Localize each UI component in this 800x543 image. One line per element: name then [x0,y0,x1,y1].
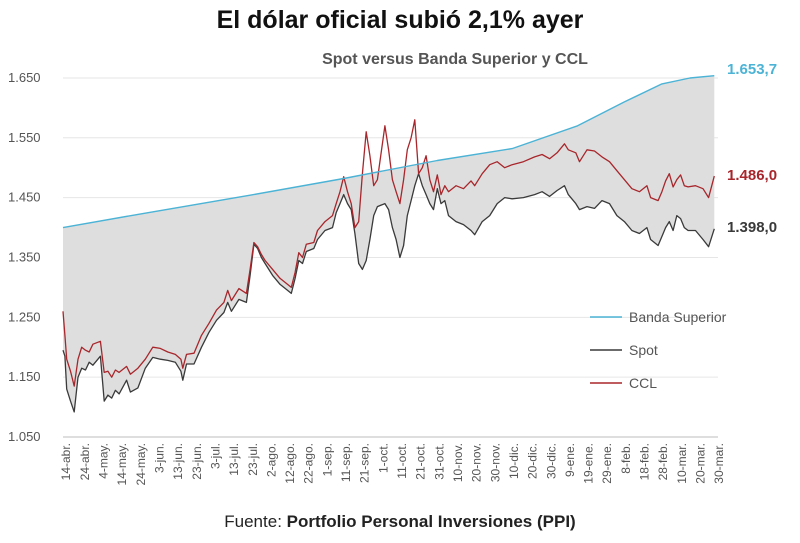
x-tick-label: 20-dic. [526,443,540,479]
x-tick-label: 21-sep. [358,443,372,483]
x-tick-label: 30-dic. [544,443,558,479]
x-tick-label: 10-dic. [507,443,521,479]
x-tick-label: 2-ago. [264,443,278,477]
x-tick-label: 8-feb. [619,443,633,474]
x-tick-label: 20-nov. [470,443,484,482]
x-tick-label: 19-ene. [582,443,596,484]
end-label-spot: 1.398,0 [727,219,777,236]
series-line-spot [62,173,715,413]
x-tick-label: 11-oct. [395,443,409,479]
legend-label: Spot [629,342,658,358]
x-axis-ticks: 14-abr. 24-abr. 4-may. 14-may. 24-may. 3-jun.… [59,443,726,485]
source-prefix: Fuente: [224,512,287,531]
end-label-banda-superior: 1.653,7 [727,61,777,78]
series-line-ccl [62,119,715,387]
y-tick-label: 1.550 [8,130,41,145]
x-tick-label: 1-oct. [376,443,390,473]
x-tick-label: 20-mar. [694,443,708,484]
x-tick-label: 10-mar. [675,443,689,484]
x-tick-label: 23-jul. [246,443,260,476]
x-tick-label: 11-sep. [339,443,353,482]
gap-fill-area [63,75,715,412]
x-tick-label: 24-abr. [78,443,92,480]
end-label-ccl: 1.486,0 [727,167,777,184]
x-tick-label: 30-nov. [488,443,502,482]
y-gridlines [63,77,718,438]
y-axis-ticks: 1.050 1.150 1.250 1.350 1.450 1.550 1.650 [8,70,41,444]
y-tick-label: 1.450 [8,190,41,205]
x-tick-label: 13-jun. [171,443,185,480]
legend-label: Banda Superior [629,309,727,325]
x-tick-label: 13-jul. [227,443,241,476]
x-tick-label: 3-jun. [152,443,166,473]
x-tick-label: 4-may. [97,443,111,479]
chart-subtitle: Spot versus Banda Superior y CCL [322,51,588,68]
source-name: Portfolio Personal Inversiones (PPI) [286,512,576,531]
y-tick-label: 1.150 [8,369,41,384]
x-tick-label: 30-mar. [712,443,726,484]
x-tick-label: 21-oct. [414,443,428,480]
x-tick-label: 3-jul. [208,443,222,469]
band-spot-gap-area [63,75,715,412]
x-tick-label: 10-nov. [451,443,465,482]
legend-label: CCL [629,375,657,391]
x-tick-label: 31-oct. [432,443,446,480]
series-lines [62,75,715,413]
chart-legend: Banda Superior Spot CCL [590,309,727,391]
series-end-labels: 1.653,7 1.398,0 1.486,0 [727,61,777,236]
x-tick-label: 14-may. [115,443,129,485]
x-tick-label: 18-feb. [638,443,652,480]
x-tick-label: 28-feb. [656,443,670,480]
x-tick-label: 14-abr. [59,443,73,480]
x-tick-label: 23-jun. [190,443,204,480]
x-tick-label: 1-sep. [320,443,334,476]
y-tick-label: 1.350 [8,249,41,264]
x-tick-label: 24-may. [134,443,148,485]
x-tick-label: 12-ago. [283,443,297,484]
y-tick-label: 1.050 [8,429,41,444]
y-tick-label: 1.250 [8,309,41,324]
y-tick-label: 1.650 [8,70,41,85]
x-tick-label: 9-ene. [563,443,577,477]
series-line-banda-superior [62,75,715,229]
x-tick-label: 29-ene. [600,443,614,484]
chart-title: El dólar oficial subió 2,1% ayer [216,6,584,34]
chart-source: Fuente: Portfolio Personal Inversiones (… [0,512,800,532]
x-tick-label: 22-ago. [302,443,316,484]
